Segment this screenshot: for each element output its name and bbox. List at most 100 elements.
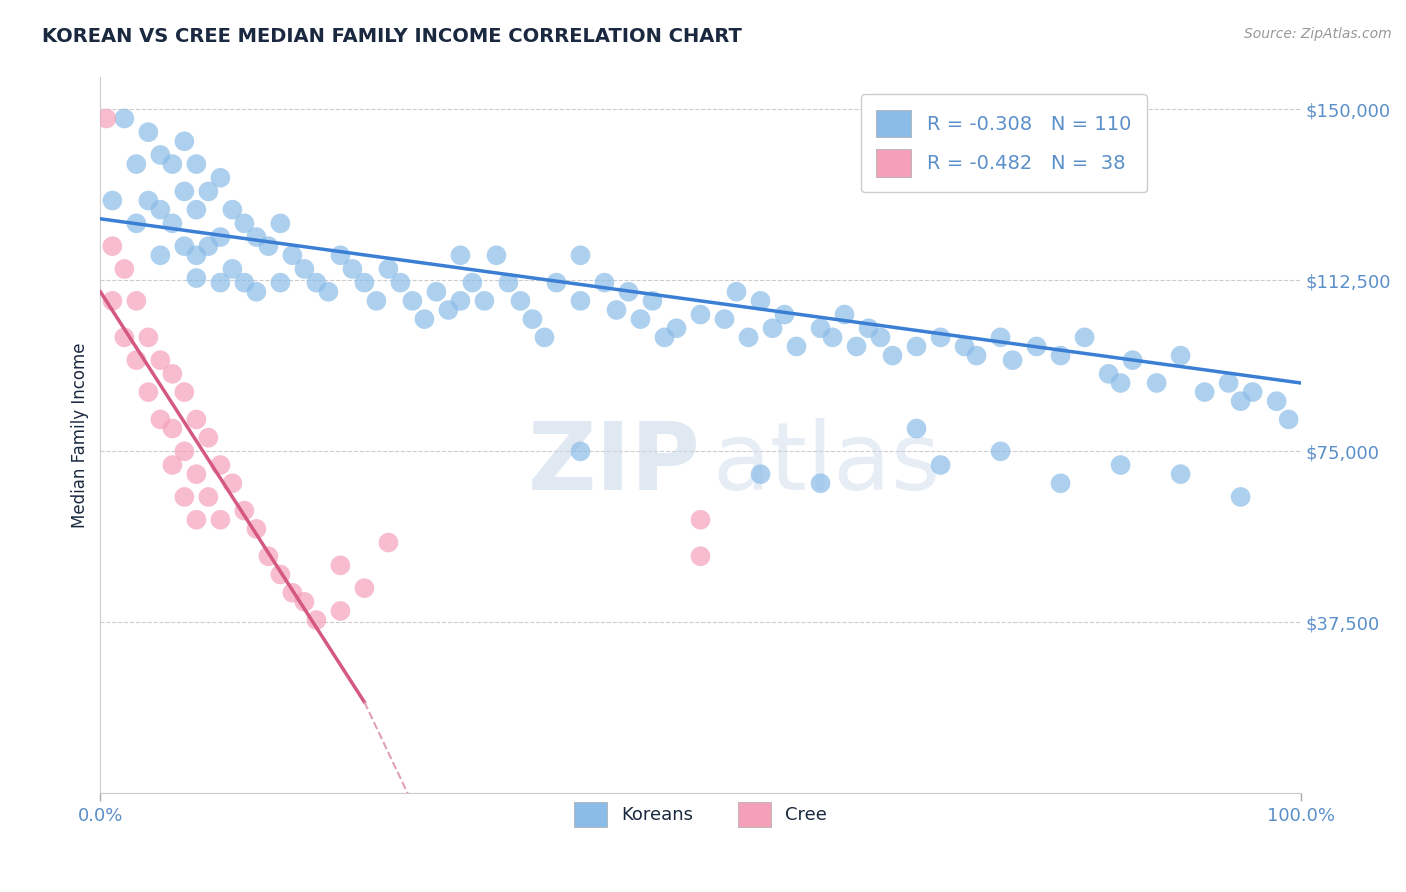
Point — [197, 185, 219, 199]
Point — [1109, 376, 1132, 390]
Point — [1218, 376, 1240, 390]
Point — [329, 558, 352, 573]
Point — [101, 239, 124, 253]
Point — [773, 308, 796, 322]
Point — [366, 293, 388, 308]
Point — [569, 248, 592, 262]
Point — [138, 330, 160, 344]
Point — [546, 276, 568, 290]
Point — [810, 476, 832, 491]
Point — [245, 285, 267, 299]
Point — [689, 513, 711, 527]
Point — [617, 285, 640, 299]
Point — [630, 312, 652, 326]
Text: KOREAN VS CREE MEDIAN FAMILY INCOME CORRELATION CHART: KOREAN VS CREE MEDIAN FAMILY INCOME CORR… — [42, 27, 742, 45]
Point — [449, 293, 471, 308]
Point — [233, 503, 256, 517]
Point — [425, 285, 447, 299]
Point — [929, 330, 952, 344]
Y-axis label: Median Family Income: Median Family Income — [72, 343, 89, 528]
Point — [665, 321, 688, 335]
Point — [197, 431, 219, 445]
Point — [461, 276, 484, 290]
Point — [173, 185, 195, 199]
Point — [834, 308, 856, 322]
Point — [197, 239, 219, 253]
Point — [1049, 349, 1071, 363]
Point — [401, 293, 423, 308]
Point — [485, 248, 508, 262]
Point — [281, 585, 304, 599]
Point — [197, 490, 219, 504]
Point — [186, 157, 208, 171]
Point — [149, 412, 172, 426]
Point — [162, 367, 184, 381]
Point — [186, 467, 208, 482]
Point — [125, 353, 148, 368]
Point — [761, 321, 783, 335]
Point — [173, 239, 195, 253]
Point — [966, 349, 988, 363]
Point — [162, 216, 184, 230]
Point — [498, 276, 520, 290]
Point — [101, 293, 124, 308]
Point — [858, 321, 880, 335]
Point — [377, 535, 399, 549]
Point — [413, 312, 436, 326]
Point — [1229, 490, 1251, 504]
Point — [125, 216, 148, 230]
Point — [1170, 349, 1192, 363]
Point — [209, 170, 232, 185]
Point — [138, 194, 160, 208]
Point — [749, 293, 772, 308]
Point — [786, 339, 808, 353]
Point — [990, 444, 1012, 458]
Point — [353, 276, 375, 290]
Point — [353, 581, 375, 595]
Point — [162, 421, 184, 435]
Text: atlas: atlas — [713, 418, 941, 510]
Point — [689, 549, 711, 564]
Point — [821, 330, 844, 344]
Point — [281, 248, 304, 262]
Point — [125, 293, 148, 308]
Point — [221, 202, 243, 217]
Point — [233, 216, 256, 230]
Point — [1229, 394, 1251, 409]
Point — [1097, 367, 1119, 381]
Point — [186, 513, 208, 527]
Point — [305, 276, 328, 290]
Point — [173, 490, 195, 504]
Point — [318, 285, 340, 299]
Point — [233, 276, 256, 290]
Point — [1194, 385, 1216, 400]
Point — [329, 604, 352, 618]
Point — [1146, 376, 1168, 390]
Text: Source: ZipAtlas.com: Source: ZipAtlas.com — [1244, 27, 1392, 41]
Point — [125, 157, 148, 171]
Point — [689, 308, 711, 322]
Point — [257, 239, 280, 253]
Point — [474, 293, 496, 308]
Point — [149, 353, 172, 368]
Point — [990, 330, 1012, 344]
Point — [953, 339, 976, 353]
Point — [209, 458, 232, 472]
Point — [1241, 385, 1264, 400]
Point — [437, 303, 460, 318]
Point — [112, 112, 135, 126]
Point — [149, 248, 172, 262]
Point — [1122, 353, 1144, 368]
Point — [221, 262, 243, 277]
Point — [845, 339, 868, 353]
Text: ZIP: ZIP — [527, 418, 700, 510]
Point — [269, 567, 291, 582]
Point — [245, 230, 267, 244]
Point — [749, 467, 772, 482]
Point — [294, 262, 316, 277]
Point — [737, 330, 759, 344]
Point — [209, 276, 232, 290]
Point — [329, 248, 352, 262]
Point — [905, 421, 928, 435]
Point — [162, 157, 184, 171]
